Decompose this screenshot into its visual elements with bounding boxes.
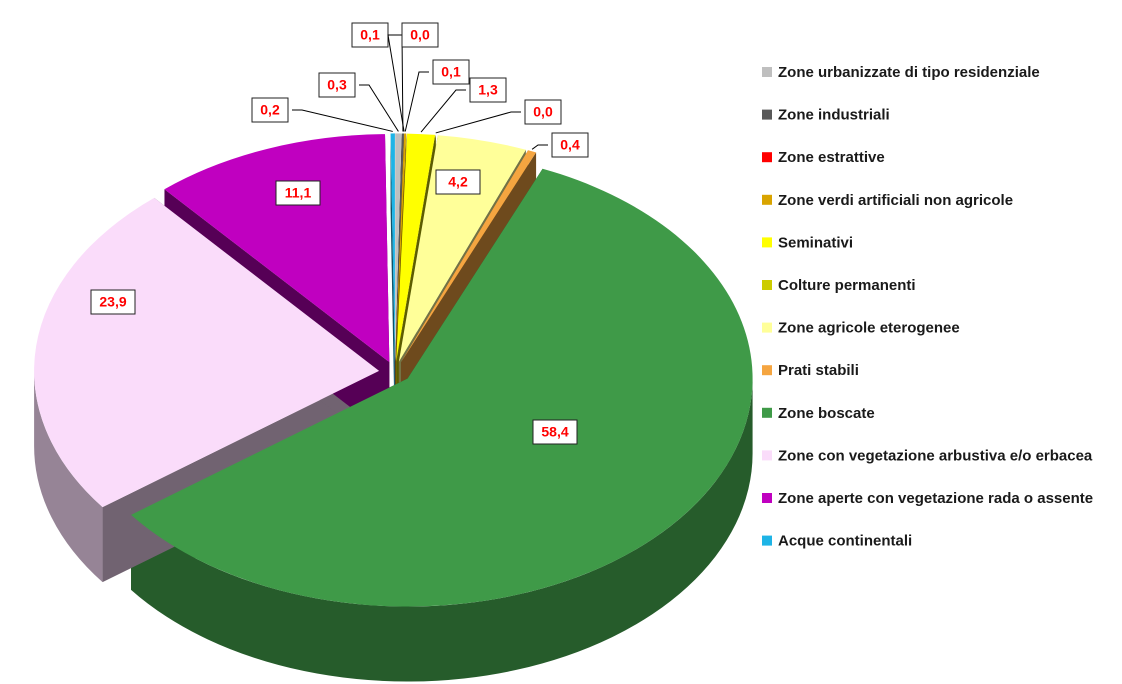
data-label: 0,1 — [360, 27, 380, 43]
data-label: 11,1 — [285, 185, 312, 201]
leader-line — [359, 84, 399, 132]
legend-label: Seminativi — [778, 234, 853, 251]
data-label: 0,4 — [560, 137, 580, 153]
legend-swatch — [762, 322, 772, 333]
legend-label: Colture permanenti — [778, 277, 916, 294]
legend-label: Zone urbanizzate di tipo residenziale — [778, 64, 1040, 81]
legend-label: Prati stabili — [778, 362, 859, 379]
legend-swatch — [762, 450, 772, 461]
slice — [396, 133, 436, 362]
data-label: 4,2 — [448, 174, 468, 190]
leader-line — [531, 144, 548, 150]
data-label: 0,3 — [327, 77, 347, 93]
legend-swatch — [762, 493, 772, 503]
data-label: 0,0 — [533, 104, 553, 120]
data-label: 23,9 — [99, 294, 126, 310]
data-label-box — [318, 72, 356, 98]
data-label: 0,2 — [260, 102, 280, 118]
slice — [131, 168, 753, 607]
slice-wall — [131, 378, 753, 682]
legend-label: Zone agricole eterogenee — [778, 320, 960, 337]
legend-swatch — [762, 109, 772, 120]
legend-label: Zone boscate — [778, 405, 875, 422]
slice — [395, 133, 405, 362]
legend-swatch — [762, 237, 772, 248]
data-label-box — [469, 77, 507, 103]
legend-swatch — [762, 67, 772, 77]
data-label-box — [551, 132, 589, 158]
data-label: 1,3 — [478, 82, 498, 98]
data-label-box — [435, 169, 481, 195]
data-label-box — [275, 180, 321, 206]
data-label: 58,4 — [541, 424, 568, 440]
slice-side — [390, 133, 395, 437]
slice — [390, 133, 395, 362]
legend-swatch — [762, 152, 772, 163]
data-label-box — [90, 289, 136, 315]
data-label-box — [532, 419, 578, 445]
slice — [401, 150, 537, 363]
legend-swatch — [762, 194, 772, 205]
legend-swatch — [762, 407, 772, 418]
pie-tops — [34, 133, 753, 607]
legend-swatch — [762, 365, 772, 376]
data-label-box — [351, 22, 389, 48]
slice-wall — [34, 370, 103, 583]
slice — [34, 197, 380, 508]
leader-line — [387, 34, 405, 132]
legend-label: Zone industriali — [778, 107, 890, 124]
leader-line — [420, 89, 466, 133]
leader-line — [435, 111, 521, 134]
legend-label: Zone con vegetazione arbustiva e/o erbac… — [778, 447, 1093, 464]
legend-swatch — [762, 280, 772, 290]
leader-line — [292, 109, 393, 132]
leader-line — [404, 71, 429, 132]
data-label-box — [251, 97, 289, 123]
slice — [395, 133, 407, 362]
data-label: 0,1 — [441, 64, 461, 80]
slice — [164, 134, 390, 363]
legend-label: Acque continentali — [778, 533, 912, 550]
legend-label: Zone estrattive — [778, 149, 885, 166]
legend-label: Zone verdi artificiali non agricole — [778, 192, 1013, 209]
data-label-box — [401, 22, 439, 48]
data-label-box — [524, 99, 562, 125]
legend-label: Zone aperte con vegetazione rada o assen… — [778, 490, 1093, 507]
data-label: 0,0 — [410, 27, 430, 43]
legend-swatch — [762, 535, 772, 546]
slice — [395, 133, 402, 362]
slice — [398, 135, 526, 362]
data-label-box — [432, 59, 470, 85]
